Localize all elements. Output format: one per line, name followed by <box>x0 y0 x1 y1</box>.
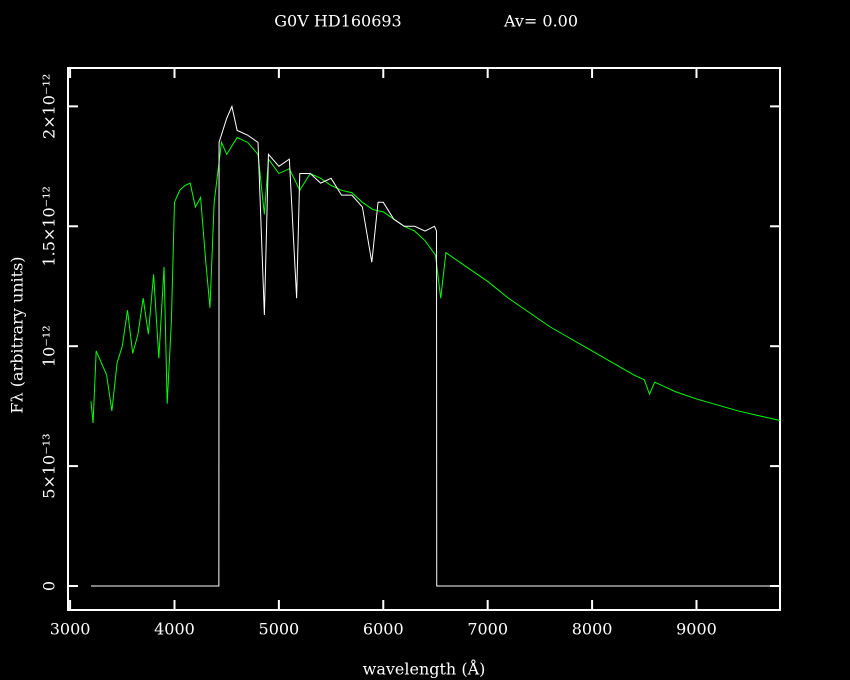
x-tick-label: 4000 <box>154 620 195 639</box>
spectrum-line <box>90 136 781 423</box>
y-tick-label: 5×10⁻¹³ <box>40 433 59 498</box>
y-tick-label: 1.5×10⁻¹² <box>40 186 59 266</box>
x-axis-label: wavelength (Å) <box>363 659 486 679</box>
x-tick-label: 5000 <box>259 620 300 639</box>
plot-frame <box>67 67 781 611</box>
chart-title: G0V HD160693 <box>274 12 401 31</box>
x-tick-label: 9000 <box>676 620 717 639</box>
y-tick-label: 2×10⁻¹² <box>40 74 59 139</box>
y-tick-label: 10⁻¹² <box>40 325 59 367</box>
x-tick-label: 3000 <box>50 620 91 639</box>
x-tick-label: 8000 <box>572 620 613 639</box>
y-axis-label: Fλ (arbitrary units) <box>8 256 27 413</box>
y-tick-label: 0 <box>40 581 59 591</box>
x-tick-label: 6000 <box>363 620 404 639</box>
spectrum-line <box>90 104 780 587</box>
x-tick-label: 7000 <box>467 620 508 639</box>
chart-subtitle: Av= 0.00 <box>503 12 578 31</box>
